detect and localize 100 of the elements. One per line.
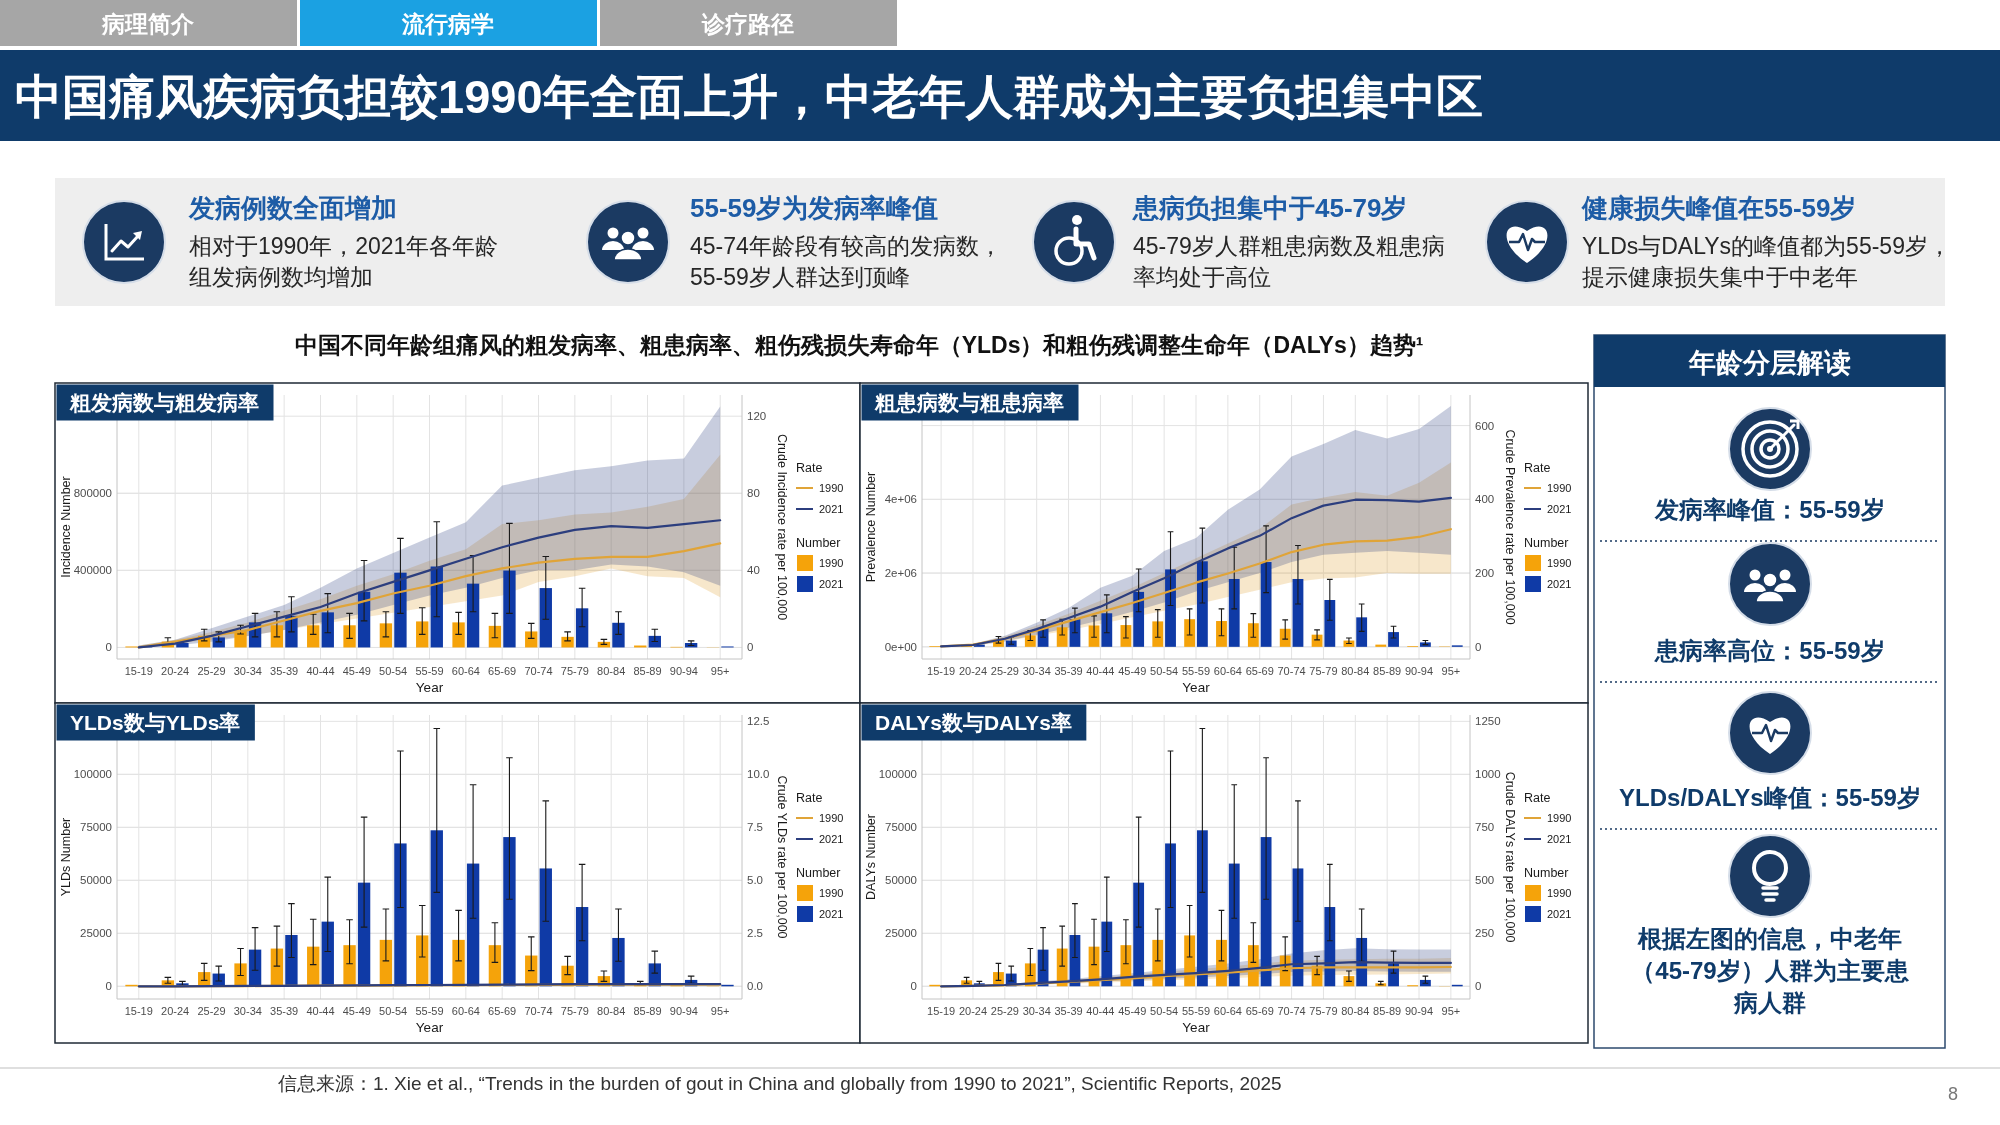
y2-axis-title: Crude Prevalence rate per 100,000 [1503, 429, 1517, 625]
legend-label: 2021 [1547, 503, 1572, 515]
y2-tick-label: 0.0 [747, 980, 763, 993]
x-tick-label: 65-69 [1245, 1005, 1274, 1017]
x-tick-label: 45-49 [1118, 1005, 1147, 1017]
x-tick-label: 85-89 [633, 1005, 662, 1017]
x-tick-label: 20-24 [161, 1005, 190, 1017]
y-tick-label: 100000 [73, 768, 112, 781]
legend-label: 1990 [819, 812, 844, 824]
x-tick-label: 55-59 [1181, 1005, 1211, 1017]
x-tick-label: 40-44 [306, 1005, 335, 1017]
x-tick-label: 30-34 [233, 665, 262, 677]
x-tick-label: 20-24 [958, 665, 988, 677]
y-tick-label: 75000 [885, 821, 917, 834]
x-tick-label: 40-44 [1086, 665, 1115, 677]
text: 年龄分层解读 [1688, 348, 1851, 378]
x-tick-label: 35-39 [1054, 1005, 1083, 1017]
y-tick-label: 100000 [878, 768, 917, 781]
x-tick-label: 80-84 [1341, 665, 1370, 677]
x-tick-label: 85-89 [1373, 665, 1402, 677]
y-tick-label: 0 [910, 980, 917, 993]
x-tick-label: 80-84 [597, 665, 626, 677]
y-tick-label: 4e+06 [884, 493, 917, 506]
x-tick-label: 95+ [1441, 665, 1461, 677]
y2-tick-label: 600 [1475, 419, 1495, 432]
x-tick-label: 30-34 [1022, 665, 1051, 677]
legend-label: 2021 [1547, 578, 1572, 590]
x-tick-label: 40-44 [1086, 1005, 1115, 1017]
x-tick-label: 75-79 [1309, 665, 1338, 677]
y2-tick-label: 1250 [1475, 715, 1501, 728]
chart-title: 粗患病数与粗患病率 [874, 391, 1064, 414]
x-tick-label: 90-94 [669, 1005, 698, 1017]
legend-label: 1990 [819, 482, 844, 494]
text: Number [796, 536, 841, 550]
x-tick-label: 50-54 [1150, 1005, 1179, 1017]
chart-title: 粗发病数与粗发病率 [69, 391, 259, 414]
x-tick-label: 70-74 [1277, 1005, 1306, 1017]
x-tick-label: 90-94 [669, 665, 698, 677]
y2-tick-label: 0 [1475, 980, 1482, 993]
y2-tick-label: 10.0 [747, 768, 770, 781]
x-tick-label: 55-59 [415, 665, 444, 677]
x-axis-title: Year [415, 680, 444, 695]
text: 相对于1990年，2021年各年龄组发病例数均增加 [189, 233, 499, 290]
y2-axis-title: Crude Incidence rate per 100,000 [775, 433, 789, 621]
x-tick-label: 75-79 [560, 1005, 589, 1017]
x-tick-label: 75-79 [560, 665, 589, 677]
y2-tick-label: 40 [747, 564, 760, 577]
legend-label: 1990 [1547, 887, 1572, 899]
x-tick-label: 15-19 [927, 665, 956, 677]
y-tick-label: 0e+00 [884, 640, 917, 653]
x-tick-label: 25-29 [990, 665, 1019, 677]
y2-tick-label: 0 [1475, 640, 1482, 653]
legend-label: 2021 [819, 503, 844, 515]
text: 诊疗路径 [701, 11, 794, 37]
x-tick-label: 65-69 [1245, 665, 1274, 677]
x-tick-label: 95+ [1441, 1005, 1461, 1017]
text: Rate [1524, 791, 1551, 805]
x-tick-label: 50-54 [379, 1005, 408, 1017]
y2-tick-label: 0 [747, 641, 754, 654]
y2-axis-title: Crude DALYs rate per 100,000 [1503, 771, 1517, 943]
y-axis-title: YLDs Number [59, 817, 73, 897]
text: Rate [796, 461, 823, 475]
x-tick-label: 60-64 [451, 665, 480, 677]
x-tick-label: 35-39 [1054, 665, 1083, 677]
x-tick-label: 95+ [710, 1005, 730, 1017]
text: 健康损失峰值在55-59岁 [1581, 193, 1857, 223]
text: 中国不同年龄组痛风的粗发病率、粗患病率、粗伤残损失寿命年（YLDs）和粗伤残调整生命年（DALYs）趋势¹ [294, 332, 1424, 358]
y2-tick-label: 200 [1475, 567, 1495, 580]
x-tick-label: 65-69 [488, 1005, 517, 1017]
x-axis-title: Year [1182, 1020, 1211, 1035]
text: 45-74年龄段有较高的发病数，55-59岁人群达到顶峰 [690, 233, 1002, 290]
y2-tick-label: 80 [747, 487, 760, 500]
x-tick-label: 90-94 [1404, 1005, 1434, 1017]
x-tick-label: 80-84 [597, 1005, 626, 1017]
x-tick-label: 15-19 [124, 1005, 153, 1017]
x-tick-label: 70-74 [524, 665, 553, 677]
text: 流行病学 [401, 11, 494, 37]
legend-label: 1990 [819, 557, 844, 569]
y-axis-title: Prevalence Number [864, 471, 878, 583]
x-tick-label: 70-74 [524, 1005, 553, 1017]
legend-label: 1990 [1547, 812, 1572, 824]
x-tick-label: 60-64 [1213, 1005, 1242, 1017]
y-tick-label: 50000 [885, 874, 917, 887]
x-tick-label: 15-19 [124, 665, 153, 677]
x-tick-label: 70-74 [1277, 665, 1306, 677]
text: Rate [796, 791, 823, 805]
text: 病理简介 [101, 11, 195, 37]
text: YLDs/DALYs峰值：55-59岁 [1619, 784, 1921, 811]
x-tick-label: 25-29 [990, 1005, 1019, 1017]
x-tick-label: 60-64 [451, 1005, 480, 1017]
x-tick-label: 65-69 [488, 665, 517, 677]
y2-tick-label: 1000 [1475, 768, 1501, 781]
y2-tick-label: 250 [1475, 927, 1495, 940]
x-tick-label: 25-29 [197, 665, 226, 677]
text: Rate [1524, 461, 1551, 475]
legend-label: 2021 [1547, 833, 1572, 845]
x-tick-label: 45-49 [342, 1005, 371, 1017]
text: 患病率高位：55-59岁 [1654, 637, 1885, 664]
text: 中国痛风疾病负担较1990年全面上升，中老年人群成为主要负担集中区 [15, 70, 1483, 123]
legend-label: 2021 [1547, 908, 1572, 920]
